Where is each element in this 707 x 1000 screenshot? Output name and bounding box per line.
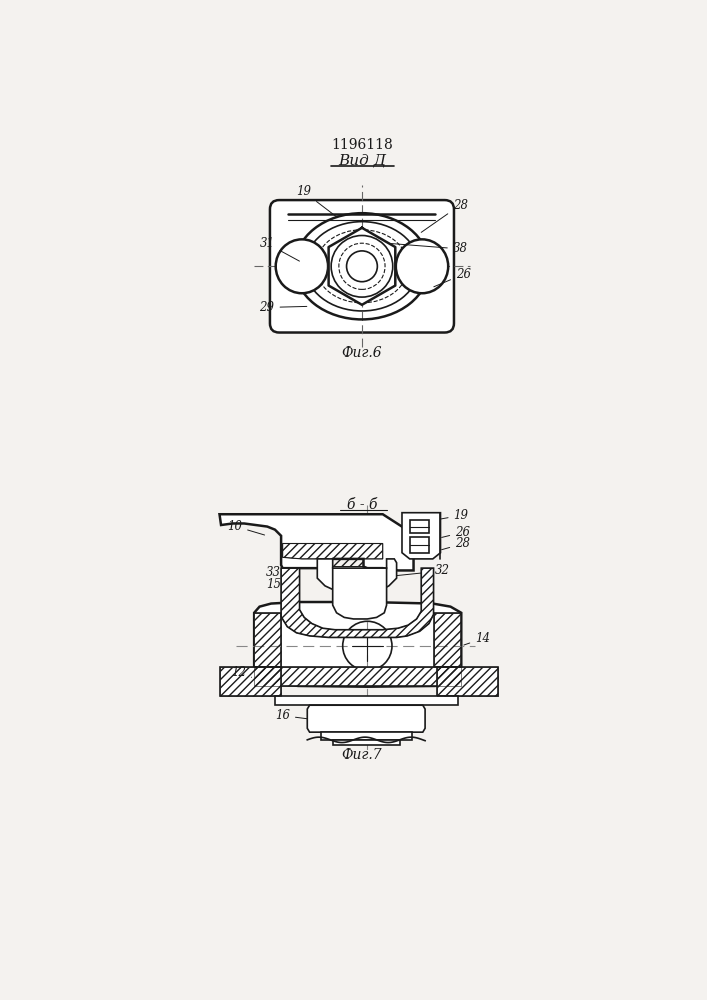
FancyBboxPatch shape xyxy=(270,200,454,333)
Circle shape xyxy=(346,251,378,282)
Text: 16: 16 xyxy=(275,709,307,722)
Polygon shape xyxy=(433,613,461,667)
Polygon shape xyxy=(321,732,412,740)
Polygon shape xyxy=(329,228,395,305)
Text: 38: 38 xyxy=(390,242,468,255)
Text: 29: 29 xyxy=(259,301,307,314)
Ellipse shape xyxy=(276,239,328,293)
Polygon shape xyxy=(219,667,281,696)
Circle shape xyxy=(331,235,393,297)
Polygon shape xyxy=(402,513,440,559)
Text: б - б: б - б xyxy=(346,498,378,512)
Text: 28: 28 xyxy=(421,199,468,232)
Polygon shape xyxy=(317,559,397,594)
Text: 1196118: 1196118 xyxy=(331,138,393,152)
Polygon shape xyxy=(333,740,399,745)
Ellipse shape xyxy=(396,239,448,293)
Text: 15: 15 xyxy=(266,578,289,592)
Polygon shape xyxy=(281,568,433,637)
Text: Фиг.6: Фиг.6 xyxy=(341,346,382,360)
Text: 14: 14 xyxy=(464,632,490,645)
FancyBboxPatch shape xyxy=(411,537,429,553)
Polygon shape xyxy=(254,602,461,687)
FancyBboxPatch shape xyxy=(411,520,429,533)
Polygon shape xyxy=(333,568,387,619)
Polygon shape xyxy=(308,705,425,732)
Polygon shape xyxy=(254,667,461,686)
Text: 10: 10 xyxy=(227,520,264,535)
Text: 26: 26 xyxy=(434,268,471,287)
Polygon shape xyxy=(219,514,414,570)
Text: 33: 33 xyxy=(266,566,286,581)
Text: 28: 28 xyxy=(442,537,470,550)
Text: Фиг.7: Фиг.7 xyxy=(341,748,382,762)
Text: 12: 12 xyxy=(231,666,252,679)
Text: 19: 19 xyxy=(296,185,337,217)
Text: 19: 19 xyxy=(436,509,469,522)
Polygon shape xyxy=(437,667,498,696)
Text: 31: 31 xyxy=(259,237,300,261)
Polygon shape xyxy=(254,613,281,667)
Polygon shape xyxy=(275,696,458,705)
Text: 32: 32 xyxy=(397,564,450,577)
Text: 26: 26 xyxy=(442,526,470,539)
Text: Вид Д: Вид Д xyxy=(338,153,386,167)
